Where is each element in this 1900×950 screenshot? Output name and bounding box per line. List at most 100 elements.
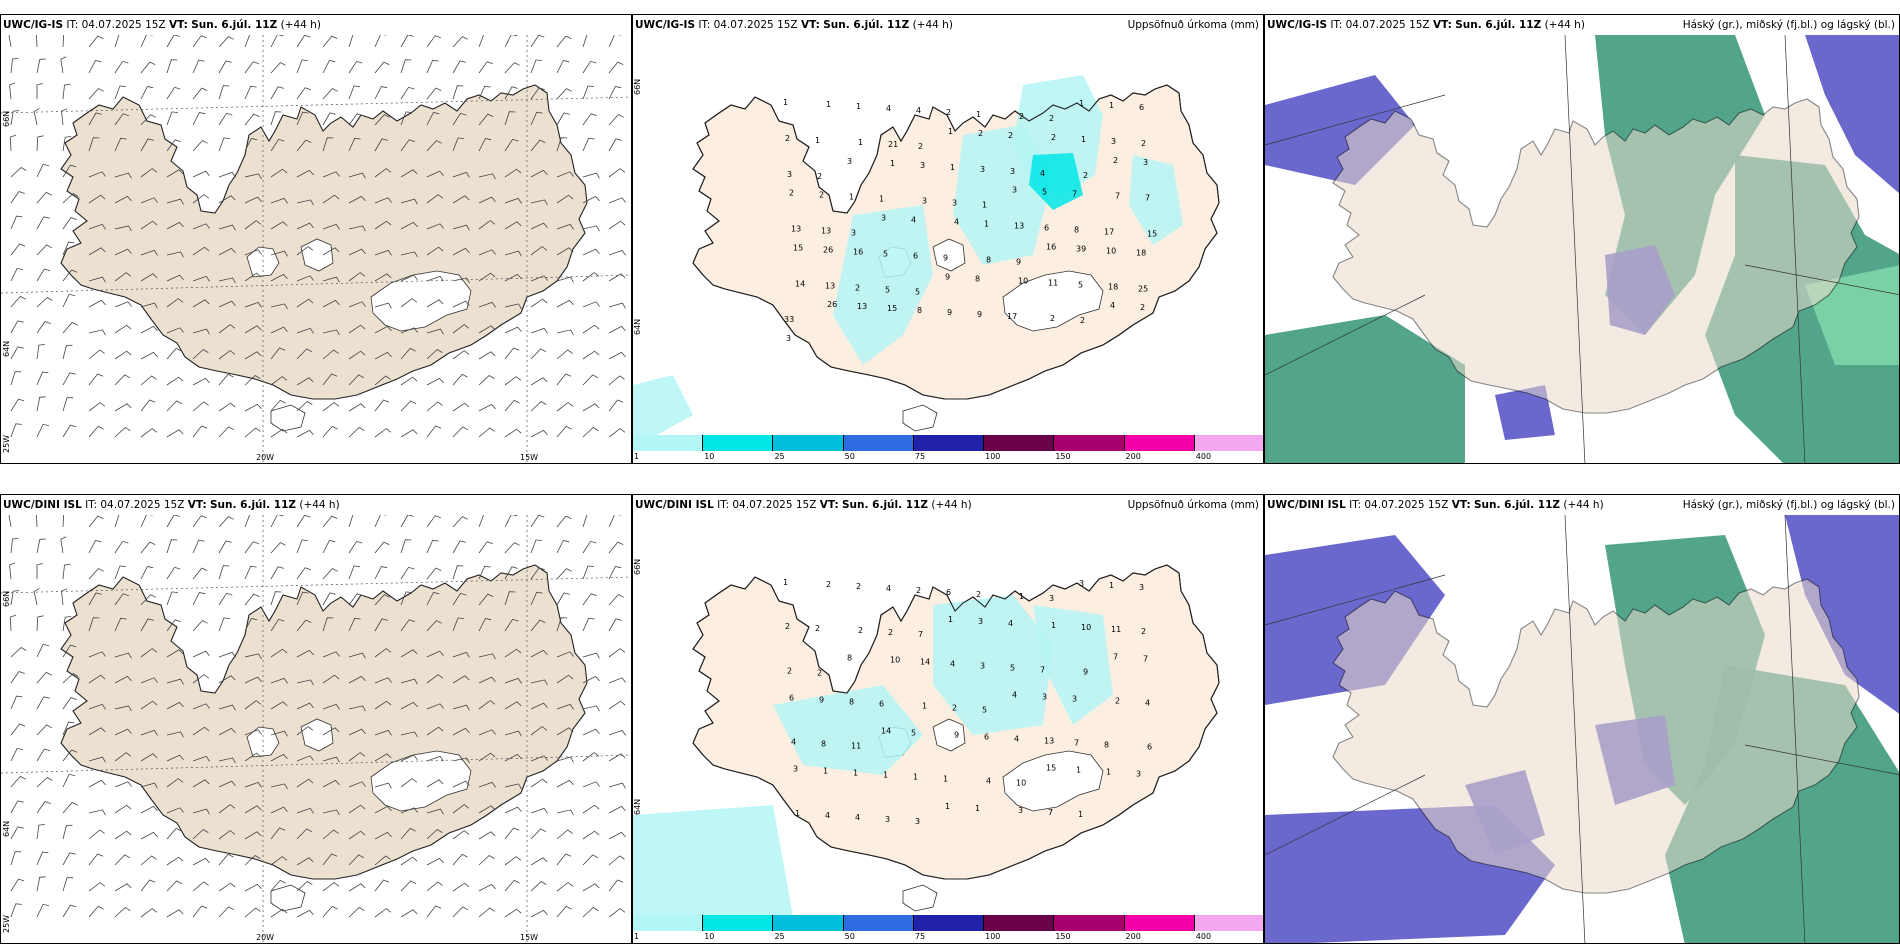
wind-barb-icon <box>114 728 132 736</box>
wind-barb-icon <box>478 427 495 438</box>
wind-barb-icon <box>270 347 286 360</box>
wind-barb-icon <box>504 618 519 632</box>
wind-barb-icon <box>374 515 387 528</box>
projection-line <box>1784 35 1806 463</box>
wind-barb-icon <box>582 515 588 528</box>
wind-barb-icon <box>10 167 27 178</box>
precip-value-label: 3 <box>920 161 925 170</box>
wind-barb-icon <box>296 828 313 840</box>
precip-value-label: 15 <box>1046 764 1056 773</box>
wind-barb-icon <box>322 703 340 710</box>
wind-barb-icon <box>166 376 184 386</box>
wind-barb-icon <box>504 399 520 412</box>
precip-value-label: 1 <box>879 195 884 204</box>
wind-barb-icon <box>88 425 104 438</box>
wind-barb-icon <box>88 373 104 386</box>
wind-barb-icon <box>192 328 210 335</box>
wind-barb-icon <box>88 171 106 178</box>
wind-barb-icon <box>62 877 74 892</box>
colorbar-tick: 25 <box>774 452 785 461</box>
wind-barb-icon <box>374 908 392 918</box>
iceland-map <box>1332 578 1860 894</box>
precip-value-label: 1 <box>1076 766 1081 775</box>
wind-barb-icon <box>166 515 180 528</box>
wind-barb-icon <box>348 137 361 152</box>
precip-value-label: 26 <box>823 245 833 254</box>
colorbar-swatch <box>984 915 1055 931</box>
wind-barb-icon <box>478 403 496 412</box>
wind-barb-icon <box>270 428 288 438</box>
panel-title: UWC/DINI ISL IT: 04.07.2025 15Z VT: Sun.… <box>1267 499 1604 511</box>
wind-barb-icon <box>426 275 444 282</box>
wind-barb-icon <box>348 565 361 580</box>
wind-barb-icon <box>218 853 234 866</box>
wind-barb-icon <box>348 60 363 74</box>
wind-barb-icon <box>478 700 496 710</box>
wind-barb-icon <box>166 778 184 788</box>
precip-value-label: 1 <box>858 138 863 147</box>
wind-barb-icon <box>140 855 157 866</box>
wind-barb-icon <box>218 540 232 554</box>
wind-barb-icon <box>140 351 158 360</box>
precip-value-label: 14 <box>795 279 805 288</box>
wind-barb-icon <box>296 275 314 282</box>
wind-barb-icon <box>36 748 51 762</box>
wind-barb-icon <box>192 59 205 74</box>
wind-barb-icon <box>192 349 209 360</box>
wind-barb-icon <box>348 652 366 659</box>
wind-barb-icon <box>478 907 495 918</box>
wind-barb-icon <box>452 516 468 528</box>
model-name: UWC/IG-IS <box>1267 19 1328 31</box>
projection-line <box>1265 774 1426 856</box>
wind-barb-icon <box>192 401 209 412</box>
wind-barb-icon <box>88 60 102 74</box>
wind-barb-icon <box>504 303 522 310</box>
wind-map <box>1 515 631 943</box>
wind-barb-icon <box>192 567 208 580</box>
wind-barb-icon <box>348 85 361 100</box>
wind-barb-icon <box>114 652 132 659</box>
precip-value-label: 1 <box>948 615 953 624</box>
wind-barb-icon <box>218 757 236 764</box>
precip-value-label: 9 <box>1083 667 1088 676</box>
wind-barb-icon <box>270 399 286 412</box>
wind-barb-icon <box>10 826 24 840</box>
wind-barb-icon <box>62 563 71 580</box>
colorbar-tick: 50 <box>844 932 855 941</box>
wind-barb-icon <box>556 247 574 256</box>
wind-barb-icon <box>374 805 392 814</box>
init-time-label: IT: <box>1349 499 1362 511</box>
wind-barb-icon <box>582 301 600 308</box>
lon-label: 15W <box>520 933 539 942</box>
precip-value-label: 13 <box>1044 737 1054 746</box>
wind-barb-icon <box>36 423 50 438</box>
wind-barb-icon <box>140 399 156 412</box>
precip-value-label: 7 <box>1074 739 1079 748</box>
precip-value-label: 1 <box>948 127 953 136</box>
wind-barb-icon <box>530 679 548 686</box>
precip-values: 1 2 2 4 2 6 2 1 33 1 32 2 2 2 71 3 4 1 10 11 22 28 10 14 4 3 5 7 97 7… <box>783 578 1152 826</box>
wind-barb-icon <box>218 373 234 386</box>
wind-barb-icon <box>452 592 467 606</box>
wind-barb-icon <box>9 82 16 100</box>
wind-barb-icon <box>296 35 311 48</box>
wind-barb-icon <box>244 907 261 918</box>
wind-barb-icon <box>114 804 132 814</box>
glacier-outline <box>270 404 306 432</box>
precip-value-label: 1 <box>783 98 788 107</box>
precip-value-label: 1 <box>1109 101 1114 110</box>
precip-value-label: 3 <box>1018 806 1023 815</box>
wind-barb-icon <box>62 269 78 282</box>
wind-barb-icon <box>140 61 156 74</box>
model-name: UWC/IG-IS <box>3 19 64 31</box>
wind-barb-icon <box>452 350 470 360</box>
wind-barb-icon <box>348 830 366 840</box>
wind-barb-icon <box>556 515 572 528</box>
wind-barb-icon <box>348 248 366 256</box>
wind-barb-icon <box>36 696 50 710</box>
precip-value-label: 3 <box>915 817 920 826</box>
precip-value-label: 1 <box>913 773 918 782</box>
wind-barb-icon <box>530 591 543 606</box>
wind-barb-icon <box>140 249 158 256</box>
precip-value-label: 3 <box>1010 167 1015 176</box>
